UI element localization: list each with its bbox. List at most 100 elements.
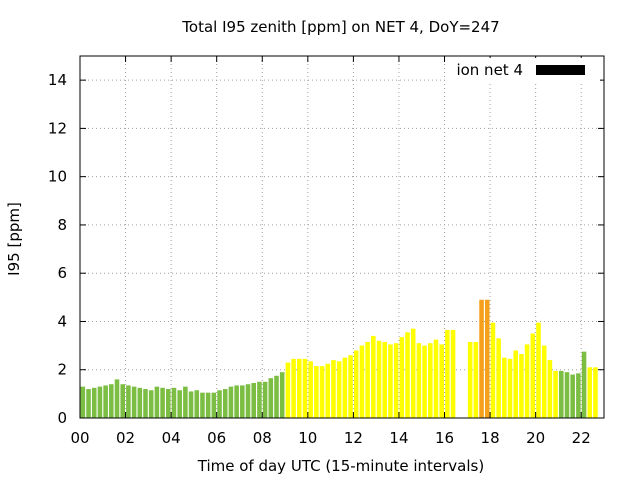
bar bbox=[194, 390, 200, 418]
bar bbox=[279, 372, 285, 418]
bar bbox=[319, 366, 325, 418]
bar bbox=[257, 381, 262, 418]
bar bbox=[348, 355, 353, 418]
bar bbox=[422, 345, 427, 418]
x-tick-label: 18 bbox=[481, 429, 500, 447]
bar bbox=[359, 345, 365, 418]
x-tick-label: 14 bbox=[389, 429, 408, 447]
bar bbox=[473, 341, 479, 418]
bar bbox=[519, 354, 524, 418]
bar bbox=[297, 358, 302, 418]
bar bbox=[496, 338, 501, 418]
bar bbox=[450, 329, 456, 418]
bar bbox=[183, 386, 188, 418]
y-tick-label: 6 bbox=[57, 264, 67, 282]
x-tick-label: 04 bbox=[162, 429, 181, 447]
bar bbox=[114, 379, 120, 418]
x-tick-label: 10 bbox=[298, 429, 317, 447]
bar bbox=[513, 350, 518, 418]
bar bbox=[342, 357, 348, 418]
axes bbox=[79, 55, 605, 419]
x-axis-label: Time of day UTC (15-minute intervals) bbox=[197, 457, 484, 475]
bar bbox=[222, 389, 228, 418]
y-tick-label: 0 bbox=[57, 409, 67, 427]
bar bbox=[593, 367, 598, 418]
bar bbox=[291, 358, 296, 418]
bar bbox=[308, 361, 313, 418]
bar bbox=[200, 392, 205, 418]
bar bbox=[302, 358, 308, 418]
bar bbox=[416, 343, 422, 418]
bar bbox=[393, 343, 399, 418]
bar bbox=[86, 389, 91, 418]
y-tick-label: 12 bbox=[48, 119, 67, 137]
bars bbox=[80, 299, 598, 418]
bar bbox=[274, 375, 279, 418]
x-tick-label: 08 bbox=[253, 429, 272, 447]
bar bbox=[536, 322, 541, 418]
bar bbox=[467, 341, 473, 418]
bar bbox=[160, 387, 165, 418]
bar bbox=[137, 387, 143, 418]
bar bbox=[268, 378, 274, 418]
bar bbox=[251, 383, 256, 418]
bar bbox=[576, 373, 581, 418]
y-tick-label: 10 bbox=[48, 168, 67, 186]
bar bbox=[433, 339, 439, 418]
x-tick-label: 16 bbox=[435, 429, 454, 447]
y-tick-label: 2 bbox=[57, 361, 67, 379]
bar bbox=[120, 384, 125, 418]
legend: ion net 4 bbox=[448, 58, 600, 82]
bar bbox=[484, 299, 490, 418]
bar bbox=[131, 386, 137, 418]
bar bbox=[245, 384, 251, 418]
bar bbox=[325, 363, 331, 418]
bar bbox=[570, 374, 575, 418]
bar bbox=[371, 335, 376, 418]
x-tick-label: 20 bbox=[526, 429, 545, 447]
legend-label: ion net 4 bbox=[456, 61, 523, 79]
y-tick-label: 4 bbox=[57, 312, 67, 330]
bar bbox=[314, 366, 319, 418]
bar bbox=[428, 343, 433, 418]
bar bbox=[541, 345, 547, 418]
bar bbox=[103, 385, 108, 418]
x-tick-label: 02 bbox=[116, 429, 135, 447]
bar bbox=[228, 386, 234, 418]
plot-border bbox=[79, 55, 605, 419]
x-tick-label: 22 bbox=[572, 429, 591, 447]
bar bbox=[382, 341, 387, 418]
bar bbox=[439, 344, 444, 418]
bar bbox=[126, 385, 131, 418]
bar bbox=[399, 337, 405, 418]
bar bbox=[405, 332, 410, 418]
bar bbox=[109, 384, 114, 418]
bar bbox=[262, 381, 268, 418]
y-axis-label: I95 [ppm] bbox=[5, 202, 23, 276]
x-tick-label: 00 bbox=[70, 429, 89, 447]
bar bbox=[587, 367, 593, 418]
bar bbox=[148, 390, 154, 418]
bar bbox=[559, 370, 564, 418]
bar bbox=[331, 360, 336, 418]
bar bbox=[217, 390, 222, 418]
bar bbox=[581, 351, 587, 418]
bar bbox=[285, 362, 291, 418]
bar bbox=[97, 386, 103, 418]
bar bbox=[91, 387, 97, 418]
bar bbox=[177, 390, 182, 418]
bar bbox=[80, 386, 86, 418]
bar bbox=[171, 387, 177, 418]
bar bbox=[507, 358, 513, 418]
y-tick-label: 14 bbox=[48, 71, 67, 89]
bar bbox=[143, 389, 148, 418]
x-tick-label: 12 bbox=[344, 429, 363, 447]
bar bbox=[553, 370, 558, 418]
legend-swatch bbox=[536, 65, 585, 75]
bar bbox=[479, 299, 484, 418]
bar bbox=[524, 344, 530, 418]
bar bbox=[211, 392, 217, 418]
bar bbox=[240, 385, 245, 418]
